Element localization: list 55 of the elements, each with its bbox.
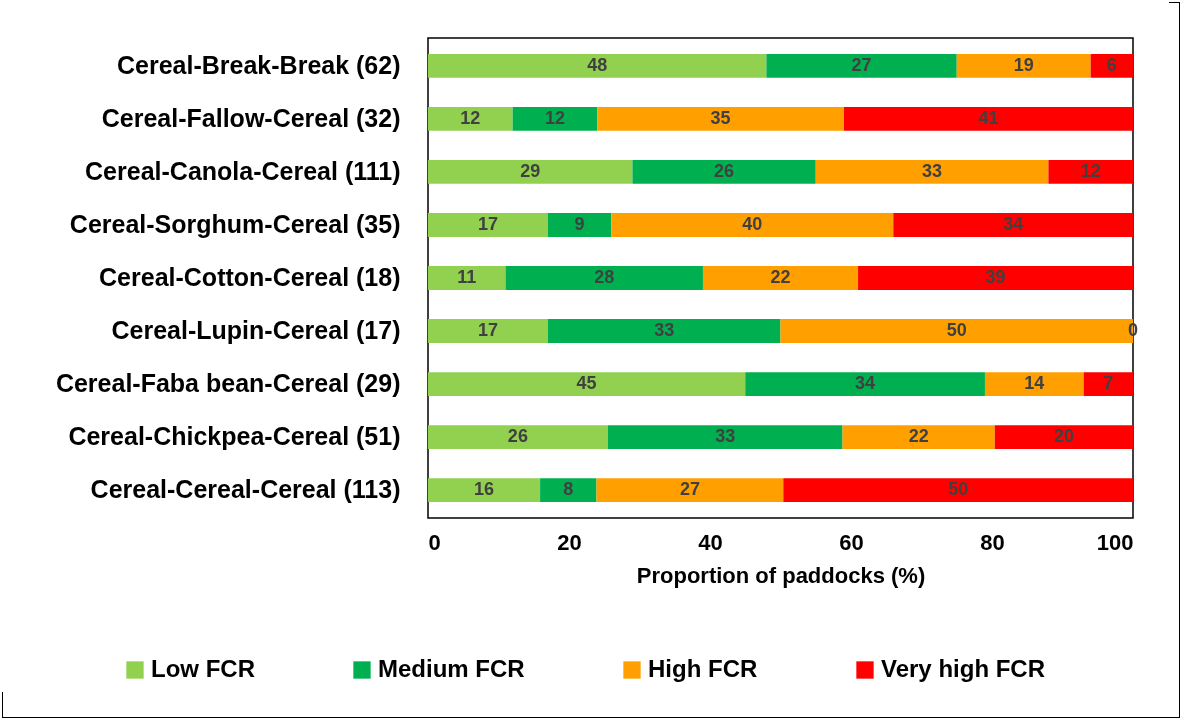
y-tick-label: Cereal-Canola-Cereal (111) — [85, 156, 401, 185]
data-label: 34 — [1003, 213, 1024, 234]
data-label: 33 — [922, 160, 943, 181]
data-label: 26 — [714, 160, 735, 181]
data-label: 7 — [1103, 373, 1114, 394]
data-label: 39 — [985, 267, 1006, 287]
data-label: 26 — [507, 426, 528, 447]
x-tick-label: 100 — [1096, 529, 1134, 555]
y-tick-label: Cereal-Cereal-Cereal (113) — [90, 475, 401, 504]
y-tick-label: Cereal-Lupin-Cereal (17) — [111, 316, 401, 345]
data-label: 6 — [1106, 54, 1117, 75]
x-tick-label: 40 — [698, 529, 723, 555]
y-tick-label: Cereal-Chickpea-Cereal (51) — [68, 422, 401, 451]
y-tick-label: Cereal-Faba bean-Cereal (29) — [55, 369, 401, 398]
data-label: 27 — [851, 54, 872, 75]
data-label: 41 — [978, 107, 999, 128]
data-label: 45 — [576, 373, 597, 394]
data-label: 17 — [477, 213, 498, 234]
data-label: 22 — [770, 267, 791, 287]
y-tick-label: Cereal-Cotton-Cereal (18) — [99, 263, 401, 291]
data-label: 40 — [742, 213, 763, 234]
data-label: 48 — [587, 54, 608, 75]
data-label: 9 — [574, 213, 585, 234]
x-axis-title: Proportion of paddocks (%) — [636, 562, 926, 588]
legend-label: Medium FCR — [378, 655, 525, 682]
data-label: 29 — [520, 160, 541, 181]
y-tick-label: Cereal-Fallow-Cereal (32) — [101, 103, 401, 132]
data-label: 22 — [908, 426, 929, 447]
data-label: 33 — [715, 426, 736, 447]
data-label: 17 — [477, 320, 498, 341]
data-label: 11 — [457, 267, 477, 287]
data-label: 34 — [855, 373, 876, 394]
x-tick-label: 60 — [839, 529, 864, 555]
x-tick-label: 80 — [980, 529, 1005, 555]
data-label: 35 — [710, 107, 731, 128]
legend-label: High FCR — [648, 655, 758, 682]
data-label: 50 — [946, 320, 967, 341]
x-tick-label: 0 — [428, 529, 441, 555]
y-tick-label: Cereal-Sorghum-Cereal (35) — [69, 209, 401, 238]
data-label: 8 — [563, 479, 574, 500]
legend-label: Very high FCR — [881, 655, 1046, 682]
data-label: 16 — [474, 479, 495, 500]
data-label: 12 — [544, 107, 565, 128]
x-tick-label: 20 — [557, 529, 582, 555]
data-label: 27 — [679, 479, 700, 500]
data-label: 19 — [1013, 54, 1034, 75]
data-label: 12 — [460, 107, 481, 128]
data-label: 20 — [1053, 426, 1074, 447]
data-label: 12 — [1080, 160, 1101, 181]
data-label: 33 — [654, 320, 675, 341]
data-label: 50 — [948, 479, 969, 500]
y-tick-label: Cereal-Break-Break (62) — [117, 50, 401, 79]
data-label: 28 — [594, 267, 615, 287]
legend-label: Low FCR — [151, 655, 255, 682]
data-label: 14 — [1024, 373, 1045, 394]
